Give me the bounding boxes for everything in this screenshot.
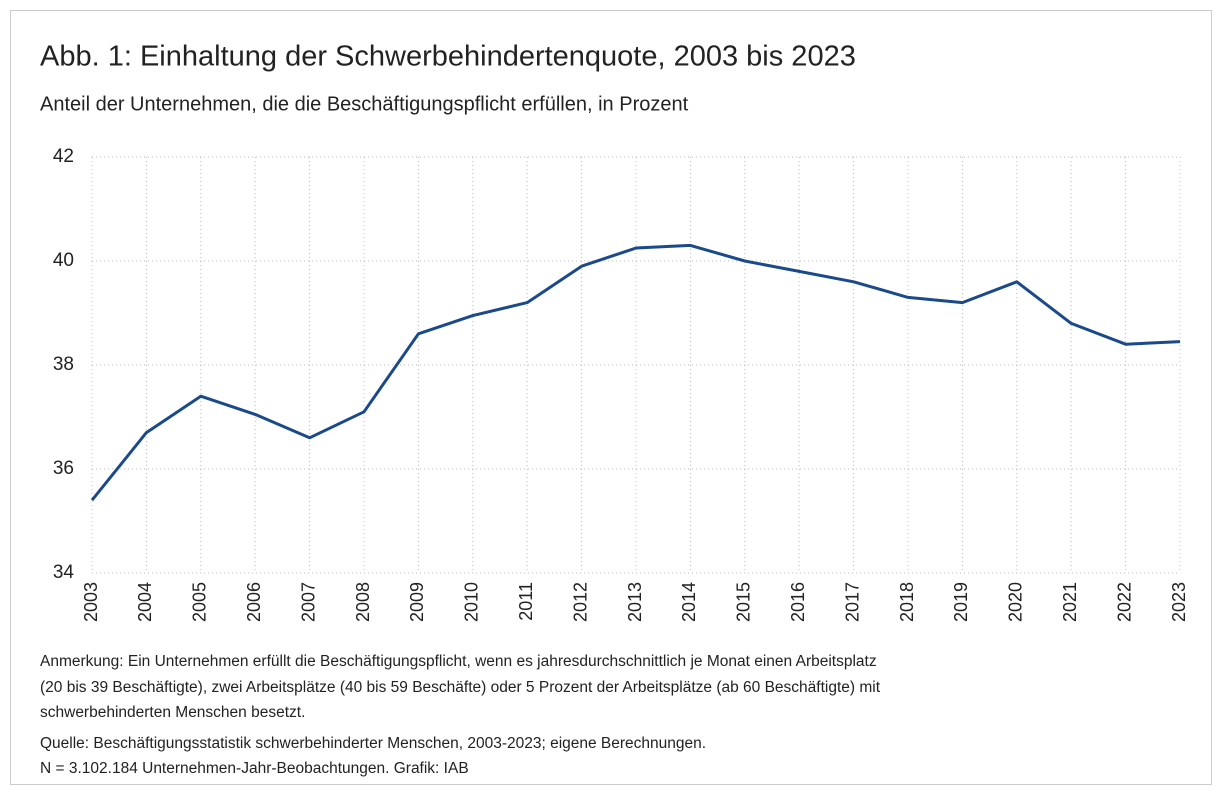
y-tick-label: 34 [53,562,75,583]
x-tick-label: 2007 [298,582,318,622]
x-tick-label: 2012 [570,582,590,622]
x-tick-label: 2020 [1006,582,1026,622]
chart-title: Abb. 1: Einhaltung der Schwerbehinderten… [40,41,856,73]
x-tick-label: 2021 [1060,582,1080,622]
x-tick-label: 2017 [842,582,862,622]
note: Anmerkung: Ein Unternehmen erfüllt die B… [40,653,877,670]
x-tick-label: 2010 [462,582,482,622]
data-line [90,243,1181,502]
x-tick-label: 2005 [190,582,210,622]
x-tick-label: 2019 [951,582,971,622]
x-tick-label: 2009 [407,582,427,622]
x-tick-label: 2015 [734,582,754,622]
chart-subtitle: Anteil der Unternehmen, die die Beschäft… [40,93,689,115]
frame [10,10,1212,785]
x-tick-label: 2004 [135,582,155,622]
y-tick-label: 38 [53,354,74,375]
x-tick-label: 2006 [244,582,264,622]
x-tick-label: 2018 [897,582,917,622]
x-tick-label: 2016 [788,582,808,622]
x-tick-label: 2023 [1169,582,1189,622]
y-tick-label: 42 [53,146,74,167]
note: N = 3.102.184 Unternehmen-Jahr-Beobachtu… [40,760,469,777]
x-tick-label: 2003 [81,582,101,622]
x-tick-label: 2022 [1114,582,1134,622]
y-tick-label: 40 [53,250,74,271]
note: Quelle: Beschäftigungsstatistik schwerbe… [40,735,706,752]
x-tick-label: 2008 [353,582,373,622]
note: schwerbehinderten Menschen besetzt. [40,704,305,721]
x-tick-label: 2014 [679,582,699,622]
x-tick-label: 2011 [516,582,536,621]
x-tick-label: 2013 [625,582,645,622]
note: (20 bis 39 Beschäftigte), zwei Arbeitspl… [40,679,881,696]
y-tick-label: 36 [53,458,74,479]
